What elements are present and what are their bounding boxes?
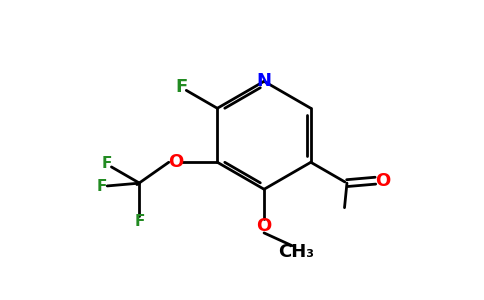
Text: F: F bbox=[96, 179, 106, 194]
Text: F: F bbox=[175, 78, 187, 96]
Text: F: F bbox=[101, 157, 111, 172]
Text: O: O bbox=[168, 153, 183, 171]
Text: F: F bbox=[134, 214, 145, 229]
Text: O: O bbox=[257, 217, 272, 235]
Text: N: N bbox=[257, 72, 272, 90]
Text: O: O bbox=[375, 172, 390, 190]
Text: CH₃: CH₃ bbox=[278, 243, 314, 261]
